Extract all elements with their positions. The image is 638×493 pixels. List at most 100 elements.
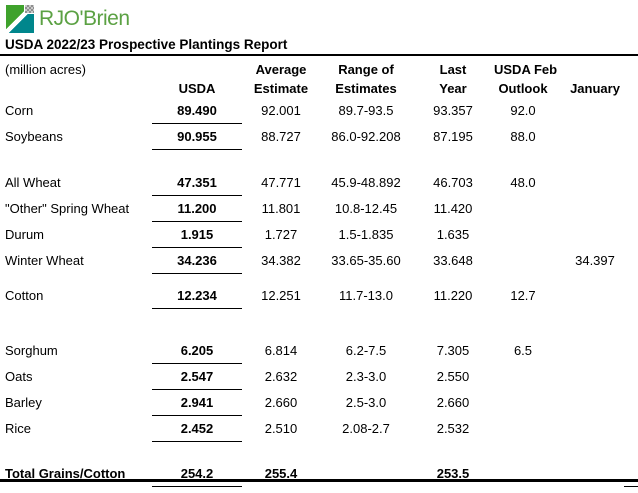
spacer-cell (0, 309, 638, 338)
cell-last: 87.195 (433, 129, 473, 144)
cell-jan (552, 170, 638, 196)
cell-feb: 92.0 (510, 103, 536, 119)
spacer-row (0, 150, 638, 170)
cell-last: 11.420 (433, 200, 473, 216)
cell-range: 89.7-93.5 (338, 103, 394, 119)
header-range-line1: Range of (338, 62, 394, 77)
table-row: Durum 1.915 1.727 1.5-1.835 1.635 (0, 221, 638, 248)
cell-usda: 2.452 (152, 415, 242, 442)
cell-avg: 47.771 (261, 174, 301, 190)
rjobrien-logo-icon (6, 5, 34, 33)
row-label: Total Grains/Cotton (5, 466, 126, 482)
cell-range: 33.65-35.60 (331, 252, 401, 268)
header-usda: USDA (178, 81, 216, 96)
row-label: Cotton (5, 288, 44, 304)
logo-text: RJO'Brien (39, 7, 130, 30)
table-row: Sorghum 6.205 6.814 6.2-7.5 7.305 6.5 (0, 337, 638, 364)
cell-usda: 34.236 (152, 247, 242, 274)
plantings-table: (million acres) Average Range of Last US… (0, 60, 638, 487)
spacer-cell (0, 441, 638, 461)
cell-usda: 89.490 (152, 98, 242, 124)
cell-feb (494, 363, 552, 389)
cell-feb (494, 389, 552, 415)
cell-jan (552, 389, 638, 415)
cell-range: 10.8-12.45 (334, 200, 398, 216)
cell-feb (494, 415, 552, 441)
table-row: "Other" Spring Wheat 11.200 11.801 10.8-12.… (0, 195, 638, 222)
cell-jan (552, 415, 638, 441)
header-last-line2: Year (439, 81, 467, 96)
cell-feb: 6.5 (513, 342, 533, 358)
cell-range: 6.2-7.5 (345, 342, 387, 358)
cell-last: 93.357 (433, 103, 473, 119)
cell-usda: 11.200 (152, 195, 242, 222)
cell-last: 2.532 (436, 420, 470, 436)
cell-range: 11.7-13.0 (339, 288, 393, 304)
cell-jan (552, 338, 638, 364)
spacer-row (0, 309, 638, 338)
total-row: Total Grains/Cotton 254.2 255.4 253.5 (0, 461, 638, 487)
cell-jan (552, 195, 638, 221)
cell-last: 1.635 (436, 226, 470, 242)
cell-jan (552, 124, 638, 150)
cell-usda: 6.205 (152, 337, 242, 364)
cell-last: 46.703 (433, 174, 473, 190)
table-row: Rice 2.452 2.510 2.08-2.7 2.532 (0, 415, 638, 442)
cell-avg: 2.632 (264, 368, 298, 384)
cell-jan (552, 461, 638, 487)
row-label: Winter Wheat (5, 252, 84, 268)
logo-checker-pattern (24, 5, 34, 14)
header-feb-line2: Outlook (498, 81, 548, 96)
table-header: (million acres) Average Range of Last US… (0, 60, 638, 98)
table-row: All Wheat 47.351 47.771 45.9-48.892 46.703 48… (0, 169, 638, 196)
cell-feb: 12.7 (510, 288, 536, 304)
cell-range: 2.3-3.0 (345, 368, 387, 384)
row-label: "Other" Spring Wheat (5, 200, 130, 216)
january-total-underline (624, 485, 638, 487)
spacer-row (0, 273, 638, 283)
spacer-row (0, 441, 638, 461)
cell-range: 2.08-2.7 (342, 420, 390, 436)
cell-usda: 254.2 (152, 461, 242, 487)
cell-avg: 255.4 (264, 466, 298, 482)
spacer-cell (0, 273, 638, 283)
title-divider (0, 54, 638, 56)
header-average-line1: Average (255, 62, 307, 77)
header-label-bottom (0, 79, 152, 98)
cell-avg: 1.727 (264, 226, 298, 242)
cell-avg: 2.510 (264, 420, 298, 436)
spacer-cell (0, 150, 638, 170)
cell-usda: 2.547 (152, 363, 242, 390)
unit-label: (million acres) (5, 62, 86, 77)
header-average-line2: Estimate (253, 81, 309, 96)
cell-jan (552, 221, 638, 247)
cell-jan: 34.397 (575, 252, 615, 268)
cell-avg: 12.251 (261, 288, 301, 304)
cell-feb (494, 461, 552, 487)
cell-feb (494, 221, 552, 247)
cell-avg: 6.814 (264, 342, 298, 358)
cell-last: 11.220 (433, 288, 473, 304)
cell-usda: 90.955 (152, 123, 242, 150)
cell-avg: 2.660 (264, 394, 298, 410)
table-row: Corn 89.490 92.001 89.7-93.5 93.357 92.0 (0, 98, 638, 124)
cell-avg: 11.801 (261, 200, 301, 216)
table-body: Corn 89.490 92.001 89.7-93.5 93.357 92.0 Soybe… (0, 98, 638, 487)
row-label: Durum (5, 226, 45, 242)
row-label: Rice (5, 420, 32, 436)
table-row: Cotton 12.234 12.251 11.7-13.0 11.220 12.7 (0, 283, 638, 309)
header-january-top (552, 60, 638, 79)
cell-range: 2.5-3.0 (345, 394, 387, 410)
cell-last: 2.550 (436, 368, 470, 384)
cell-feb: 88.0 (510, 129, 536, 144)
cell-avg: 92.001 (261, 103, 301, 119)
cell-avg: 34.382 (261, 252, 301, 268)
cell-avg: 88.727 (261, 129, 301, 144)
row-label: Oats (5, 368, 33, 384)
cell-feb (494, 247, 552, 273)
header-last-line1: Last (439, 62, 467, 77)
row-label: Soybeans (5, 129, 63, 144)
table-row: Soybeans 90.955 88.727 86.0-92.208 87.195 88.… (0, 123, 638, 150)
cell-usda: 1.915 (152, 221, 242, 248)
